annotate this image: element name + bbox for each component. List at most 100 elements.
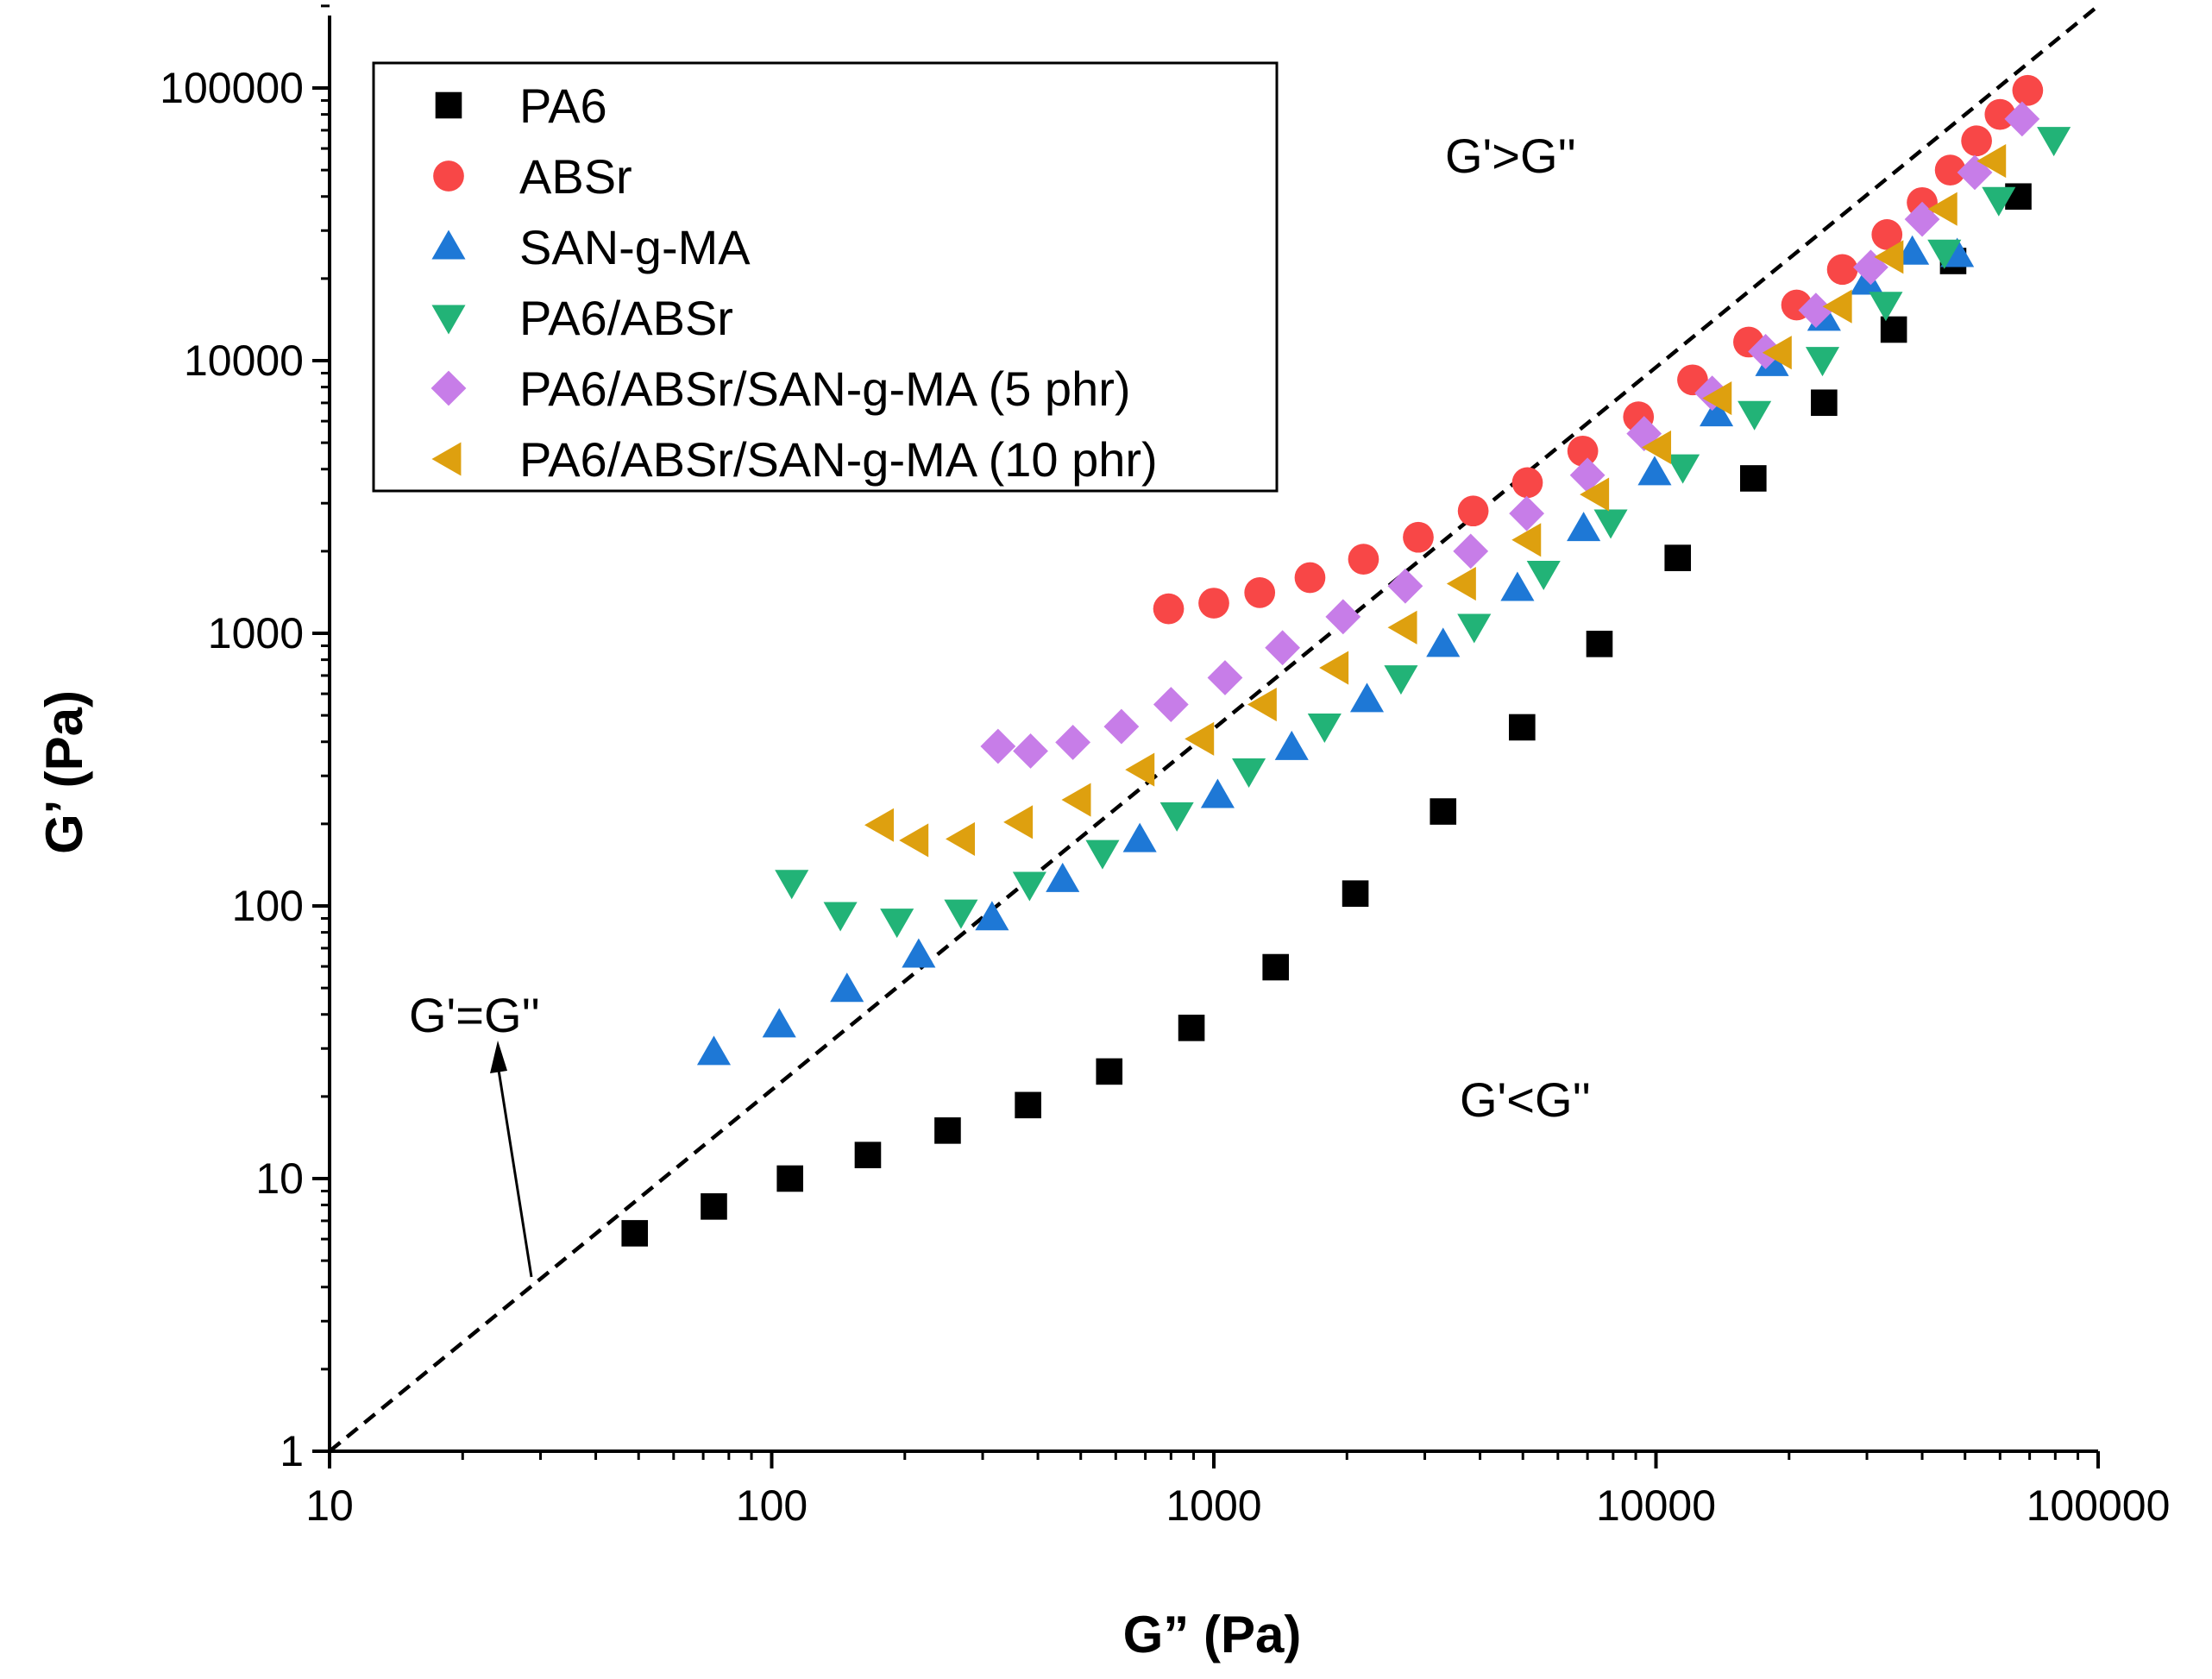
y-tick-label: 10000 <box>184 336 304 385</box>
data-point <box>1125 752 1155 787</box>
legend-marker <box>431 442 462 476</box>
data-point <box>1567 435 1599 467</box>
data-point <box>1015 1091 1041 1119</box>
data-point <box>1740 465 1767 492</box>
data-point <box>1262 953 1289 981</box>
data-point <box>1642 430 1672 464</box>
data-point <box>1055 725 1091 760</box>
data-point <box>1307 714 1342 744</box>
data-point <box>1457 495 1489 527</box>
data-point <box>1869 292 1903 322</box>
data-point <box>775 870 809 900</box>
data-point <box>776 1165 804 1192</box>
legend-entry: PA6/ABSr/SAN-g-MA (10 phr) <box>431 432 1158 487</box>
data-point <box>1013 733 1048 769</box>
legend-entry: SAN-g-MA <box>431 220 751 274</box>
legend-label: PA6/ABSr/SAN-g-MA (5 phr) <box>519 362 1131 416</box>
y-tick-label: 100 <box>232 882 304 930</box>
data-point <box>1853 249 1888 286</box>
data-point <box>946 821 976 856</box>
data-point <box>1927 239 1962 269</box>
data-point <box>1294 562 1326 594</box>
data-point <box>830 972 864 1003</box>
data-point <box>1198 588 1229 619</box>
data-point <box>1003 805 1034 840</box>
legend-entry: ABSr <box>433 149 632 204</box>
data-point <box>1403 521 1434 553</box>
annotation-reference-line: G'=G'' <box>409 988 540 1042</box>
legend: PA6 ABSr SAN-g-MA PA6/ABSr PA6/ABSr/SAN-g-MA… <box>372 61 1279 493</box>
y-tick-label: 10 <box>255 1154 304 1203</box>
data-point <box>1826 254 1858 286</box>
legend-box <box>372 61 1279 493</box>
data-point <box>2012 74 2044 106</box>
data-point <box>1874 240 1904 274</box>
data-point <box>1509 495 1545 531</box>
data-point <box>1153 593 1185 625</box>
series-1 <box>1153 74 2044 625</box>
data-point <box>1046 862 1080 892</box>
data-point <box>944 899 978 929</box>
data-point <box>1762 336 1792 370</box>
data-point <box>1244 576 1276 608</box>
data-point <box>1103 708 1140 745</box>
series-5 <box>864 144 2007 858</box>
legend-entry: PA6/ABSr <box>431 291 733 345</box>
data-point <box>1319 651 1349 685</box>
legend-label: ABSr <box>519 149 632 204</box>
data-point <box>621 1220 649 1247</box>
data-point <box>1457 613 1492 644</box>
legend-marker <box>431 305 466 335</box>
data-point <box>1805 347 1840 377</box>
x-tick-label: 10 <box>305 1481 354 1530</box>
data-point <box>696 1035 732 1066</box>
data-point <box>823 902 858 932</box>
series-4 <box>980 101 2040 769</box>
data-point <box>899 823 929 858</box>
data-point <box>880 909 914 939</box>
annotation-arrow-line <box>496 1064 533 1278</box>
data-point <box>762 1008 796 1038</box>
data-point <box>934 1117 961 1144</box>
data-point <box>1798 292 1834 329</box>
data-point <box>1012 871 1046 902</box>
data-point <box>1274 730 1309 760</box>
data-point <box>1927 192 1957 226</box>
data-point <box>1569 457 1606 494</box>
data-point <box>1961 125 1992 157</box>
data-point <box>701 1193 727 1220</box>
data-point <box>1096 1058 1123 1085</box>
data-point <box>1895 235 1930 265</box>
annotation-upper-region: G'>G'' <box>1445 129 1576 183</box>
legend-marker <box>430 370 467 406</box>
data-point <box>1153 687 1189 722</box>
data-point <box>1509 714 1536 741</box>
x-axis-title: G” (Pa) <box>1123 1606 1302 1663</box>
data-point <box>1702 381 1732 416</box>
data-point <box>902 938 936 968</box>
legend-label: PA6 <box>519 79 607 133</box>
data-point <box>1426 627 1461 657</box>
annotation-arrow-head <box>490 1041 507 1073</box>
data-point <box>1957 154 1993 191</box>
data-point <box>2037 127 2071 157</box>
data-point <box>1511 467 1543 499</box>
data-point <box>1247 687 1277 722</box>
data-point <box>1904 201 1940 237</box>
data-point <box>1664 544 1692 571</box>
data-point <box>1325 599 1361 635</box>
data-point <box>1880 316 1907 343</box>
data-point <box>1185 721 1215 756</box>
data-point <box>1061 783 1091 817</box>
data-point <box>1637 456 1672 486</box>
data-point <box>1384 665 1418 695</box>
data-point <box>854 1141 882 1169</box>
data-point <box>980 728 1016 764</box>
data-point <box>1200 778 1235 808</box>
data-point <box>1265 630 1301 666</box>
data-point <box>1700 397 1734 427</box>
x-tick-label: 10000 <box>1596 1481 1716 1530</box>
annotation-lower-region: G'<G'' <box>1460 1072 1591 1127</box>
data-point <box>1085 840 1120 870</box>
data-point <box>1453 533 1489 569</box>
